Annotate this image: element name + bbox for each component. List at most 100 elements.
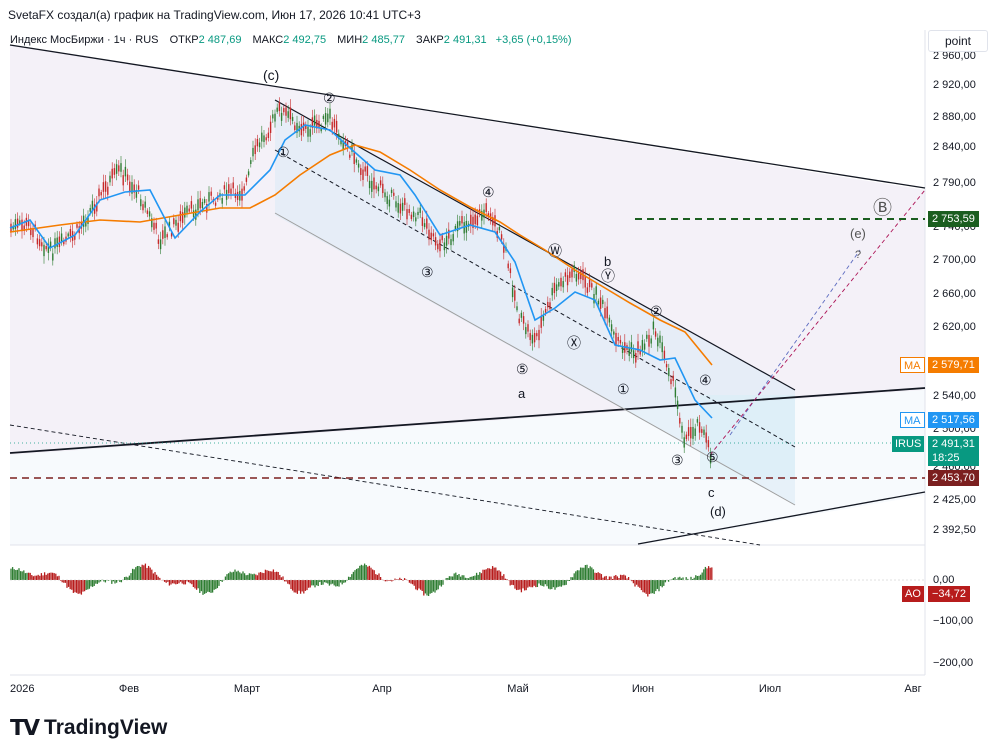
target-box <box>700 395 795 480</box>
candle-body <box>146 210 149 214</box>
price-tick-label: 2 392,50 <box>933 524 976 536</box>
candle-body <box>461 216 463 224</box>
candle-body <box>162 230 164 239</box>
candle-body <box>210 191 212 196</box>
wave-label-big-b: Ⓑ <box>873 197 892 219</box>
candle-body <box>566 275 569 286</box>
candle-body <box>406 209 408 220</box>
wave-label-q: ? <box>855 249 861 261</box>
candle-body <box>118 165 120 172</box>
candle-body <box>470 214 472 226</box>
channel-mid <box>274 149 796 448</box>
candle-body <box>709 454 712 464</box>
candle-body <box>175 219 177 226</box>
candle-body <box>223 185 226 190</box>
candle-body <box>553 282 556 294</box>
ma-fast-tag: 2 517,56 <box>928 412 979 428</box>
candle-body <box>663 350 666 359</box>
candle-body <box>529 333 531 341</box>
candle-body <box>599 297 602 309</box>
candle-body <box>283 108 285 113</box>
level-red-value: 2 453,70 <box>932 472 975 484</box>
triangle-upper-line <box>9 44 926 189</box>
candle-body <box>690 426 692 439</box>
wave-label-4: ④ <box>482 184 495 200</box>
candle-body <box>481 210 483 221</box>
candle-body <box>113 168 116 175</box>
wave-label-2: ② <box>323 90 336 106</box>
candle-body <box>613 331 615 335</box>
candle-body <box>410 214 413 220</box>
candle-body <box>203 199 206 203</box>
candle-body <box>428 229 430 240</box>
candle-body <box>111 168 113 179</box>
candle-body <box>89 208 91 212</box>
candle-body <box>619 339 622 344</box>
candle-body <box>199 198 201 209</box>
wave-label-2b: ② <box>650 303 663 319</box>
candle-body <box>397 202 399 213</box>
candle-body <box>608 317 611 323</box>
wave-label-e: (e) <box>850 226 866 241</box>
tradingview-logo-text: TradingView <box>44 716 168 739</box>
candle-body <box>628 347 630 356</box>
candle-body <box>417 211 419 216</box>
candle-body <box>362 169 364 180</box>
candle-body <box>27 220 30 227</box>
candle-body <box>393 192 395 196</box>
time-axis[interactable]: 2026 Фев Март Апр Май Июн Июл Авг <box>10 683 922 695</box>
scale-mode-button[interactable]: point <box>928 30 988 52</box>
candle-body <box>250 160 252 164</box>
candle-body <box>19 220 21 224</box>
candle-body <box>377 186 380 192</box>
candle-body <box>360 168 362 175</box>
candle-body <box>648 334 650 347</box>
price-tick-label: 2 960,00 <box>933 50 976 62</box>
candle-body <box>371 180 373 192</box>
candle-body <box>63 240 65 245</box>
tradingview-logo[interactable]: 𝗧𝗩 TradingView <box>10 715 167 741</box>
high-value: 2 492,75 <box>283 34 327 46</box>
candle-body <box>560 277 562 287</box>
ao-histogram <box>10 563 713 597</box>
wave-label-w: Ⓦ <box>548 243 562 259</box>
symbol-name[interactable]: Индекс МосБиржи · 1ч · RUS <box>10 34 159 46</box>
candle-body <box>536 333 538 337</box>
candle-body <box>454 225 457 230</box>
wave-label-x: Ⓧ <box>567 335 581 351</box>
candle-body <box>177 222 179 232</box>
candle-body <box>181 212 184 223</box>
candle-body <box>126 174 129 181</box>
candle-body <box>676 400 679 410</box>
candle-body <box>679 417 681 424</box>
close-value: 2 491,31 <box>443 34 487 46</box>
candle-body <box>30 227 32 236</box>
candle-body <box>632 350 635 359</box>
candle-body <box>533 333 536 343</box>
candle-body <box>258 142 261 148</box>
wave-label-d: (d) <box>710 504 726 519</box>
candle-body <box>474 214 476 225</box>
candle-body <box>441 235 443 241</box>
candle-body <box>395 201 397 208</box>
candle-body <box>661 342 663 353</box>
candle-body <box>148 211 151 217</box>
candle-body <box>208 192 210 202</box>
candle-body <box>291 116 294 121</box>
candle-body <box>637 341 639 353</box>
candle-body <box>423 223 426 228</box>
candle-body <box>102 182 105 192</box>
ma-slow-tag: 2 579,71 <box>928 357 979 373</box>
candle-body <box>151 218 153 228</box>
candle-body <box>274 113 276 122</box>
candle-body <box>278 102 281 112</box>
price-tick-label: 2 540,00 <box>933 390 976 402</box>
candle-body <box>12 225 14 230</box>
candle-body <box>707 440 710 448</box>
symbol-legend[interactable]: Индекс МосБиржи · 1ч · RUS ОТКР2 487,69 … <box>10 34 572 46</box>
candle-body <box>74 234 76 240</box>
candle-body <box>265 137 267 141</box>
candle-body <box>159 239 162 250</box>
candle-body <box>85 219 87 227</box>
